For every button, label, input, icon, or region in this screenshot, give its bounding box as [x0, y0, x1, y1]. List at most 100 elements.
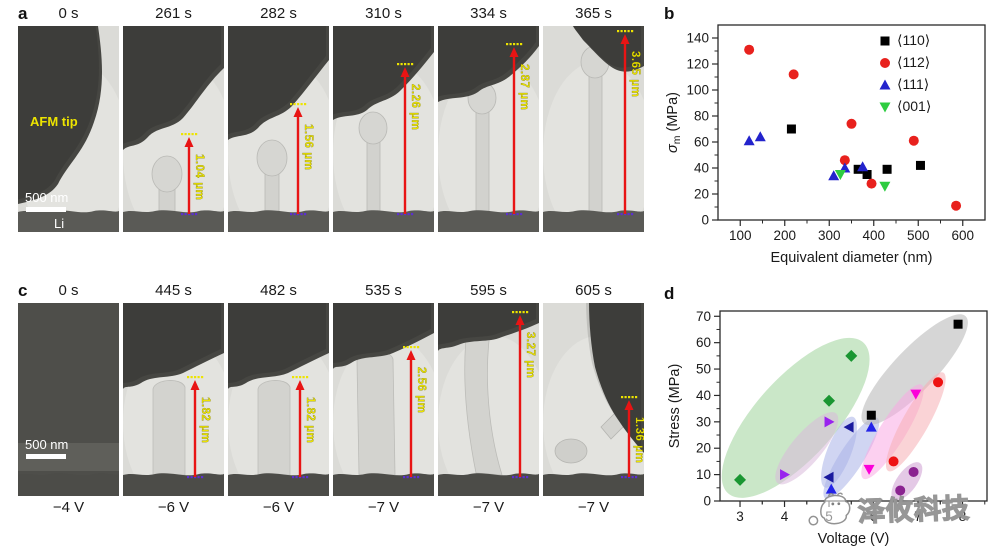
y-tick-label: 60: [696, 335, 711, 350]
measurement-label: 1.04 μm: [193, 154, 205, 200]
scale-bar: [26, 454, 66, 459]
scatter-point: [834, 170, 846, 180]
tem-micrograph: 2.26 μm: [333, 26, 434, 232]
arrow-top-dotted-mark: [627, 30, 630, 33]
arrow-bottom-dotted-mark: [631, 476, 634, 479]
y-tick-label: 50: [696, 362, 711, 377]
arrow-top-dotted-mark: [617, 30, 620, 33]
tem-micrograph: 1.36 μm: [543, 303, 644, 496]
frame-time-label: 482 s: [260, 282, 297, 299]
measurement-arrowhead: [293, 107, 303, 117]
arrow-bottom-dotted-mark: [406, 476, 409, 479]
arrow-bottom-dotted-mark: [413, 476, 416, 479]
arrow-bottom-dotted-mark: [620, 213, 623, 216]
tem-micrograph: 1.82 μm: [123, 303, 224, 496]
li-whisker-column: [257, 380, 291, 476]
arrow-top-dotted-mark: [624, 30, 627, 33]
electrode-region: [438, 303, 539, 351]
measurement-label: 1.82 μm: [304, 397, 316, 443]
scatter-point: [953, 319, 963, 329]
measurement-arrowhead: [400, 67, 410, 77]
y-tick-label: 40: [696, 388, 711, 403]
arrow-top-dotted-mark: [413, 346, 416, 349]
arrow-top-dotted-mark: [400, 63, 403, 66]
arrow-bottom-dotted-mark: [519, 476, 522, 479]
y-tick-label: 0: [703, 494, 711, 509]
scatter-point: [882, 164, 892, 174]
arrow-top-dotted-mark: [195, 133, 198, 136]
chart-stress-vs-voltage: 3 4 5 6 7 8 0 10 20 30 40 50 60 70 Voltage (V) Stress (…: [667, 309, 988, 547]
tem-micrograph: 1.82 μm: [228, 303, 329, 496]
frame-voltage-label: −7 V: [577, 499, 610, 516]
x-axis-title: Voltage (V): [818, 531, 890, 547]
arrow-bottom-dotted-mark: [627, 213, 630, 216]
arrow-top-dotted-mark: [516, 43, 519, 46]
arrow-top-dotted-mark: [515, 311, 518, 314]
li-substrate: [438, 473, 539, 496]
x-tick-label: 7: [914, 509, 922, 524]
afm-tip-region: [228, 26, 329, 140]
scatter-point: [866, 178, 877, 189]
x-tick-label: 500: [907, 228, 930, 243]
y-tick-label: 100: [686, 83, 709, 98]
arrow-top-dotted-mark: [306, 376, 309, 379]
arrow-bottom-dotted-mark: [513, 213, 516, 216]
scatter-point: [839, 155, 850, 166]
arrow-top-dotted-mark: [292, 376, 295, 379]
frame-time-label: 0 s: [58, 5, 79, 22]
arrow-top-dotted-mark: [635, 396, 638, 399]
panel-c-frame-2: 482 s 1.82 μm −6 V: [228, 281, 329, 520]
group-ellipse: [861, 314, 968, 426]
arrow-bottom-dotted-mark: [506, 213, 509, 216]
li-whisker-bulb: [358, 111, 388, 145]
arrow-top-dotted-mark: [181, 133, 184, 136]
arrow-bottom-dotted-mark: [197, 476, 200, 479]
y-tick-label: 40: [694, 161, 709, 176]
arrow-top-dotted-mark: [509, 43, 512, 46]
arrow-top-dotted-mark: [295, 376, 298, 379]
y-tick-label: 80: [694, 109, 709, 124]
electrode-region: [123, 303, 224, 389]
arrow-bottom-dotted-mark: [407, 213, 410, 216]
arrow-top-dotted-mark: [621, 396, 624, 399]
arrow-bottom-dotted-mark: [411, 213, 414, 216]
li-substrate: [18, 473, 119, 496]
arrow-top-dotted-mark: [406, 346, 409, 349]
li-substrate: [543, 210, 644, 232]
arrow-top-dotted-mark: [302, 376, 305, 379]
frame-voltage-label: −4 V: [52, 499, 85, 516]
arrow-top-dotted-mark: [297, 103, 300, 106]
x-tick-label: 400: [862, 228, 885, 243]
arrow-top-dotted-mark: [411, 63, 414, 66]
panel-c-frames: 0 s 500 nm −4 V 445 s 1.82 μm −6 V 482 s 1.82 μ…: [18, 281, 644, 520]
li-whisker-bulb: [256, 139, 288, 177]
y-tick-label: 140: [686, 31, 709, 46]
measurement-arrowhead: [624, 400, 634, 410]
scale-bar: [26, 207, 66, 212]
afm-tip-region: [123, 26, 224, 150]
scatter-point: [845, 349, 858, 362]
panel-b-letter: b: [664, 4, 675, 23]
arrow-bottom-dotted-mark: [397, 213, 400, 216]
arrow-bottom-dotted-mark: [195, 213, 198, 216]
arrow-bottom-dotted-mark: [302, 476, 305, 479]
arrow-bottom-dotted-mark: [621, 476, 624, 479]
arrow-top-dotted-mark: [403, 346, 406, 349]
afm-tip-label: AFM tip: [30, 114, 78, 129]
arrow-bottom-dotted-mark: [292, 476, 295, 479]
scatter-point: [933, 377, 944, 388]
scatter-point: [880, 36, 890, 46]
scatter-point: [824, 416, 835, 428]
panel-a-frame-2: 282 s 1.56 μm: [228, 4, 329, 232]
scatter-point: [846, 118, 857, 129]
arrow-top-dotted-mark: [290, 103, 293, 106]
arrow-top-dotted-mark: [397, 63, 400, 66]
arrow-bottom-dotted-mark: [631, 213, 634, 216]
x-tick-label: 4: [781, 509, 789, 524]
arrow-bottom-dotted-mark: [624, 476, 627, 479]
panel-c-letter: c: [18, 281, 28, 300]
measurement-arrowhead: [406, 350, 416, 360]
measurement-label: 2.56 μm: [415, 367, 427, 413]
x-tick-label: 100: [729, 228, 752, 243]
arrow-bottom-dotted-mark: [404, 213, 407, 216]
